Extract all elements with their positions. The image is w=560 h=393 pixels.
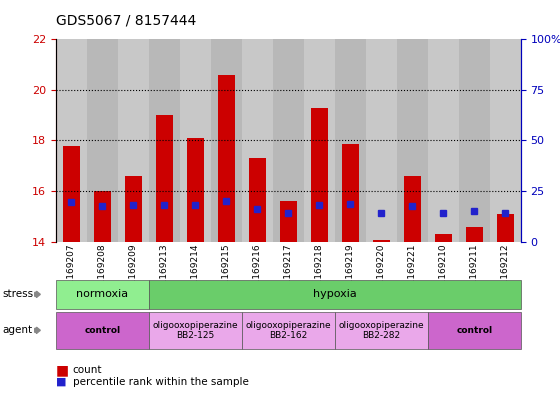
Bar xyxy=(366,39,397,242)
Bar xyxy=(280,201,297,242)
Bar xyxy=(466,226,483,242)
Text: percentile rank within the sample: percentile rank within the sample xyxy=(73,377,249,387)
Bar xyxy=(428,39,459,242)
Bar xyxy=(87,39,118,242)
Bar xyxy=(218,75,235,242)
Text: ■: ■ xyxy=(56,363,69,377)
Text: stress: stress xyxy=(3,289,34,299)
Bar xyxy=(249,158,266,242)
Bar xyxy=(273,39,304,242)
Bar xyxy=(94,191,111,242)
Bar xyxy=(63,145,80,242)
Bar xyxy=(304,39,335,242)
Bar xyxy=(118,39,149,242)
Text: oligooxopiperazine
BB2-125: oligooxopiperazine BB2-125 xyxy=(153,321,238,340)
Text: hypoxia: hypoxia xyxy=(313,289,357,299)
Bar xyxy=(149,39,180,242)
Bar xyxy=(187,138,204,242)
Bar xyxy=(156,115,173,242)
Text: oligooxopiperazine
BB2-282: oligooxopiperazine BB2-282 xyxy=(339,321,424,340)
Text: control: control xyxy=(85,326,120,335)
Bar xyxy=(459,39,490,242)
Text: oligooxopiperazine
BB2-162: oligooxopiperazine BB2-162 xyxy=(246,321,331,340)
Bar xyxy=(397,39,428,242)
Bar xyxy=(242,39,273,242)
Text: normoxia: normoxia xyxy=(76,289,129,299)
Bar xyxy=(435,234,452,242)
Bar xyxy=(490,39,521,242)
Bar xyxy=(125,176,142,242)
Bar xyxy=(56,39,87,242)
Text: count: count xyxy=(73,365,102,375)
Text: agent: agent xyxy=(3,325,33,335)
Bar xyxy=(311,108,328,242)
Bar xyxy=(404,176,421,242)
Bar xyxy=(335,39,366,242)
Text: control: control xyxy=(456,326,492,335)
Bar xyxy=(497,214,514,242)
Bar xyxy=(180,39,211,242)
Text: ■: ■ xyxy=(56,377,67,387)
Bar xyxy=(211,39,242,242)
Bar xyxy=(342,144,359,242)
Text: GDS5067 / 8157444: GDS5067 / 8157444 xyxy=(56,14,196,28)
Bar xyxy=(373,241,390,242)
